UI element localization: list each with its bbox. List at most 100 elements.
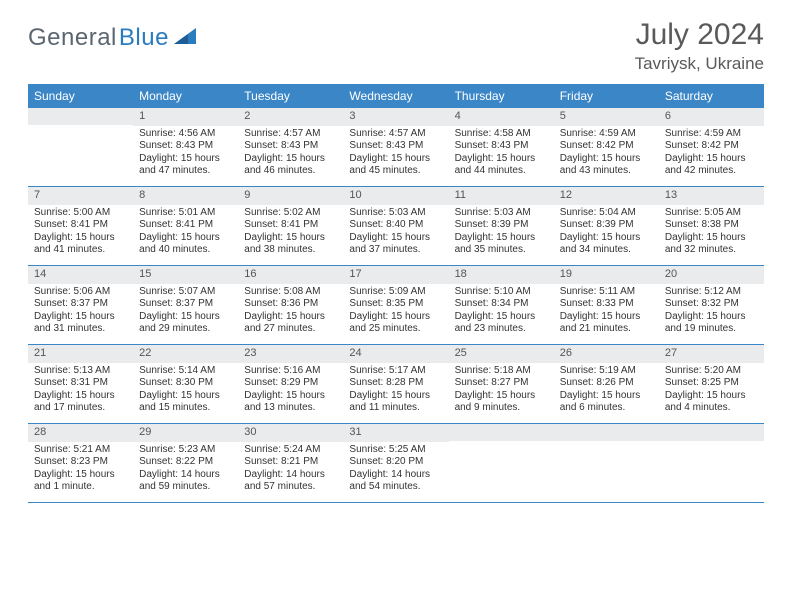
day-number-bar xyxy=(28,108,133,125)
daylight-text: Daylight: 15 hours and 44 minutes. xyxy=(455,153,548,178)
day-body: Sunrise: 5:18 AMSunset: 8:27 PMDaylight:… xyxy=(449,363,554,419)
day-cell: 15Sunrise: 5:07 AMSunset: 8:37 PMDayligh… xyxy=(133,266,238,344)
daylight-text: Daylight: 15 hours and 37 minutes. xyxy=(349,232,442,257)
day-number-bar: 17 xyxy=(343,266,448,284)
sunset-text: Sunset: 8:39 PM xyxy=(455,219,548,232)
day-number-bar: 18 xyxy=(449,266,554,284)
day-cell: 21Sunrise: 5:13 AMSunset: 8:31 PMDayligh… xyxy=(28,345,133,423)
day-cell: 25Sunrise: 5:18 AMSunset: 8:27 PMDayligh… xyxy=(449,345,554,423)
day-body: Sunrise: 5:04 AMSunset: 8:39 PMDaylight:… xyxy=(554,205,659,261)
sunset-text: Sunset: 8:29 PM xyxy=(244,377,337,390)
day-cell: 6Sunrise: 4:59 AMSunset: 8:42 PMDaylight… xyxy=(659,108,764,186)
daylight-text: Daylight: 14 hours and 54 minutes. xyxy=(349,469,442,494)
triangle-icon xyxy=(174,26,196,51)
day-body: Sunrise: 5:03 AMSunset: 8:39 PMDaylight:… xyxy=(449,205,554,261)
daylight-text: Daylight: 15 hours and 23 minutes. xyxy=(455,311,548,336)
day-body: Sunrise: 5:09 AMSunset: 8:35 PMDaylight:… xyxy=(343,284,448,340)
day-number-bar: 28 xyxy=(28,424,133,442)
daylight-text: Daylight: 15 hours and 27 minutes. xyxy=(244,311,337,336)
sunrise-text: Sunrise: 4:57 AM xyxy=(349,128,442,141)
sunrise-text: Sunrise: 5:02 AM xyxy=(244,207,337,220)
weekday-sunday: Sunday xyxy=(28,84,133,108)
calendar-grid: SundayMondayTuesdayWednesdayThursdayFrid… xyxy=(28,84,764,503)
sunrise-text: Sunrise: 5:10 AM xyxy=(455,286,548,299)
sunset-text: Sunset: 8:20 PM xyxy=(349,456,442,469)
sunrise-text: Sunrise: 5:03 AM xyxy=(349,207,442,220)
empty-day-cell xyxy=(554,424,659,502)
calendar-page: GeneralBlue July 2024 Tavriysk, Ukraine … xyxy=(0,0,792,513)
day-body: Sunrise: 5:00 AMSunset: 8:41 PMDaylight:… xyxy=(28,205,133,261)
sunset-text: Sunset: 8:25 PM xyxy=(665,377,758,390)
sunset-text: Sunset: 8:37 PM xyxy=(34,298,127,311)
day-body: Sunrise: 4:57 AMSunset: 8:43 PMDaylight:… xyxy=(343,126,448,182)
day-number-bar: 7 xyxy=(28,187,133,205)
day-cell: 12Sunrise: 5:04 AMSunset: 8:39 PMDayligh… xyxy=(554,187,659,265)
day-number-bar: 10 xyxy=(343,187,448,205)
sunset-text: Sunset: 8:37 PM xyxy=(139,298,232,311)
day-cell: 8Sunrise: 5:01 AMSunset: 8:41 PMDaylight… xyxy=(133,187,238,265)
day-cell: 7Sunrise: 5:00 AMSunset: 8:41 PMDaylight… xyxy=(28,187,133,265)
day-cell: 9Sunrise: 5:02 AMSunset: 8:41 PMDaylight… xyxy=(238,187,343,265)
day-cell: 19Sunrise: 5:11 AMSunset: 8:33 PMDayligh… xyxy=(554,266,659,344)
sunrise-text: Sunrise: 5:06 AM xyxy=(34,286,127,299)
day-cell: 5Sunrise: 4:59 AMSunset: 8:42 PMDaylight… xyxy=(554,108,659,186)
sunset-text: Sunset: 8:38 PM xyxy=(665,219,758,232)
day-number-bar: 3 xyxy=(343,108,448,126)
sunrise-text: Sunrise: 4:59 AM xyxy=(560,128,653,141)
day-body: Sunrise: 4:56 AMSunset: 8:43 PMDaylight:… xyxy=(133,126,238,182)
sunrise-text: Sunrise: 4:58 AM xyxy=(455,128,548,141)
day-number-bar: 27 xyxy=(659,345,764,363)
sunrise-text: Sunrise: 5:14 AM xyxy=(139,365,232,378)
sunset-text: Sunset: 8:23 PM xyxy=(34,456,127,469)
day-number-bar xyxy=(554,424,659,441)
sunrise-text: Sunrise: 5:07 AM xyxy=(139,286,232,299)
day-body: Sunrise: 4:58 AMSunset: 8:43 PMDaylight:… xyxy=(449,126,554,182)
sunset-text: Sunset: 8:43 PM xyxy=(139,140,232,153)
day-body: Sunrise: 5:06 AMSunset: 8:37 PMDaylight:… xyxy=(28,284,133,340)
day-cell: 11Sunrise: 5:03 AMSunset: 8:39 PMDayligh… xyxy=(449,187,554,265)
sunset-text: Sunset: 8:35 PM xyxy=(349,298,442,311)
daylight-text: Daylight: 15 hours and 4 minutes. xyxy=(665,390,758,415)
sunrise-text: Sunrise: 5:03 AM xyxy=(455,207,548,220)
sunset-text: Sunset: 8:28 PM xyxy=(349,377,442,390)
day-cell: 10Sunrise: 5:03 AMSunset: 8:40 PMDayligh… xyxy=(343,187,448,265)
daylight-text: Daylight: 15 hours and 43 minutes. xyxy=(560,153,653,178)
sunset-text: Sunset: 8:41 PM xyxy=(34,219,127,232)
day-number-bar: 13 xyxy=(659,187,764,205)
day-body: Sunrise: 5:17 AMSunset: 8:28 PMDaylight:… xyxy=(343,363,448,419)
day-body: Sunrise: 5:01 AMSunset: 8:41 PMDaylight:… xyxy=(133,205,238,261)
sunset-text: Sunset: 8:33 PM xyxy=(560,298,653,311)
day-body: Sunrise: 5:14 AMSunset: 8:30 PMDaylight:… xyxy=(133,363,238,419)
day-number-bar: 29 xyxy=(133,424,238,442)
day-body: Sunrise: 4:59 AMSunset: 8:42 PMDaylight:… xyxy=(554,126,659,182)
week-row: 7Sunrise: 5:00 AMSunset: 8:41 PMDaylight… xyxy=(28,187,764,266)
sunrise-text: Sunrise: 5:05 AM xyxy=(665,207,758,220)
day-cell: 14Sunrise: 5:06 AMSunset: 8:37 PMDayligh… xyxy=(28,266,133,344)
daylight-text: Daylight: 15 hours and 25 minutes. xyxy=(349,311,442,336)
weekday-tuesday: Tuesday xyxy=(238,84,343,108)
sunset-text: Sunset: 8:27 PM xyxy=(455,377,548,390)
day-cell: 23Sunrise: 5:16 AMSunset: 8:29 PMDayligh… xyxy=(238,345,343,423)
day-cell: 30Sunrise: 5:24 AMSunset: 8:21 PMDayligh… xyxy=(238,424,343,502)
sunset-text: Sunset: 8:31 PM xyxy=(34,377,127,390)
empty-day-cell xyxy=(449,424,554,502)
sunrise-text: Sunrise: 5:12 AM xyxy=(665,286,758,299)
sunset-text: Sunset: 8:36 PM xyxy=(244,298,337,311)
day-cell: 18Sunrise: 5:10 AMSunset: 8:34 PMDayligh… xyxy=(449,266,554,344)
daylight-text: Daylight: 15 hours and 40 minutes. xyxy=(139,232,232,257)
sunrise-text: Sunrise: 5:01 AM xyxy=(139,207,232,220)
empty-day-cell xyxy=(28,108,133,186)
day-cell: 20Sunrise: 5:12 AMSunset: 8:32 PMDayligh… xyxy=(659,266,764,344)
day-number-bar: 23 xyxy=(238,345,343,363)
sunset-text: Sunset: 8:43 PM xyxy=(349,140,442,153)
day-number-bar: 25 xyxy=(449,345,554,363)
day-number-bar: 22 xyxy=(133,345,238,363)
day-body: Sunrise: 5:10 AMSunset: 8:34 PMDaylight:… xyxy=(449,284,554,340)
day-number-bar xyxy=(449,424,554,441)
weekday-header-row: SundayMondayTuesdayWednesdayThursdayFrid… xyxy=(28,84,764,108)
weekday-monday: Monday xyxy=(133,84,238,108)
daylight-text: Daylight: 15 hours and 9 minutes. xyxy=(455,390,548,415)
week-row: 14Sunrise: 5:06 AMSunset: 8:37 PMDayligh… xyxy=(28,266,764,345)
day-number-bar: 9 xyxy=(238,187,343,205)
sunrise-text: Sunrise: 5:08 AM xyxy=(244,286,337,299)
